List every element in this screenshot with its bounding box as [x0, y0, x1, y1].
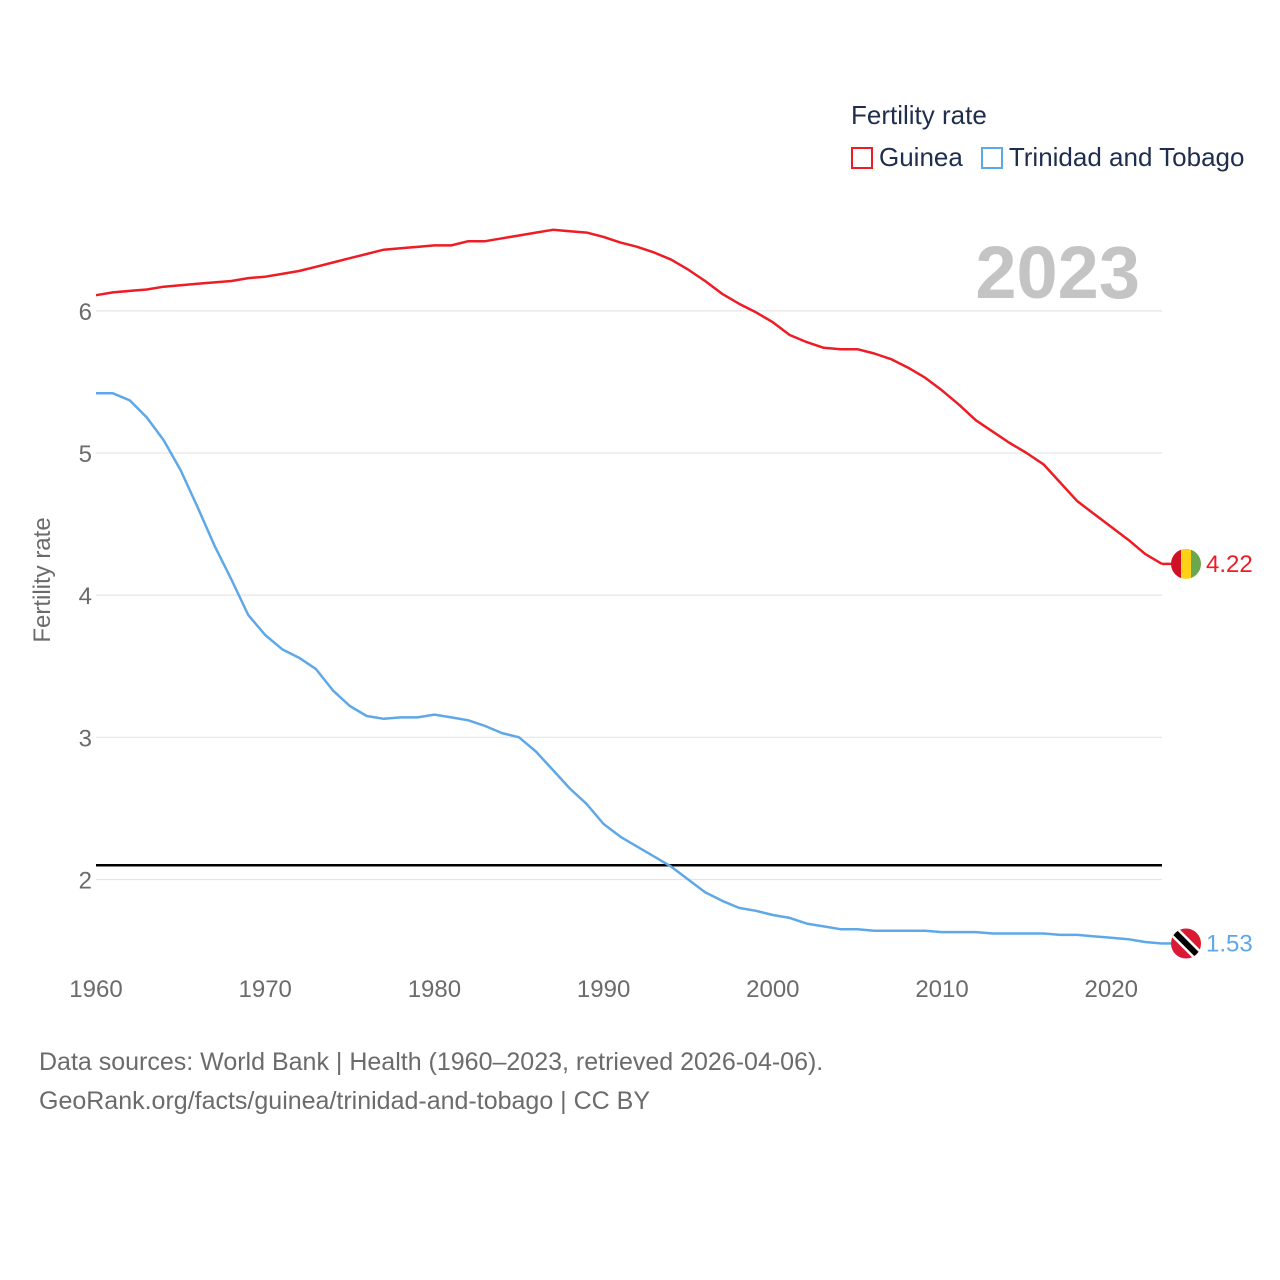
x-tick-label: 2000: [746, 976, 799, 1003]
y-tick-label: 2: [79, 867, 92, 894]
legend-label-trinidad: Trinidad and Tobago: [1008, 142, 1245, 172]
y-tick-label: 5: [79, 441, 92, 468]
end-markers: 4.22 1.53: [1162, 548, 1253, 959]
grid-lines: [96, 310, 1162, 881]
series-lines: [95, 228, 1163, 945]
y-tick-label: 6: [79, 299, 92, 326]
legend-title: Fertility rate: [851, 100, 987, 130]
year-label: 2023: [975, 231, 1140, 314]
source-link[interactable]: GeoRank.org/facts/guinea/trinidad-and-to…: [39, 1087, 651, 1115]
data-source: Data sources: World Bank | Health (1960–…: [39, 1043, 823, 1121]
legend: Guinea Trinidad and Tobago: [851, 142, 1262, 173]
y-tick-label: 4: [79, 583, 92, 610]
x-tick-label: 2010: [915, 976, 968, 1003]
series-line-trinidad[interactable]: [96, 392, 1163, 945]
x-tick-label: 1980: [408, 976, 461, 1003]
series-line-guinea[interactable]: [95, 228, 1163, 565]
x-tick-label: 1990: [577, 976, 630, 1003]
end-value-label-guinea: 4.22: [1206, 551, 1253, 578]
legend-label-guinea: Guinea: [879, 142, 963, 172]
legend-item-guinea[interactable]: Guinea: [851, 142, 963, 173]
y-axis-label: Fertility rate: [29, 517, 56, 643]
x-tick-label: 1960: [69, 976, 122, 1003]
legend-swatch-trinidad: [980, 146, 1003, 169]
end-value-label-trinidad: 1.53: [1206, 930, 1253, 957]
legend-item-trinidad[interactable]: Trinidad and Tobago: [980, 142, 1245, 173]
axis-labels: 2 3 4 5 6 1960 1970 1980 1990 2000 2010 2020: [69, 299, 1138, 1003]
legend-swatch-guinea: [851, 146, 873, 169]
trinidad-flag-icon: [1171, 928, 1201, 959]
source-line: Data sources: World Bank | Health (1960–…: [39, 1048, 824, 1076]
guinea-flag-icon: [1171, 548, 1201, 579]
y-tick-label: 3: [79, 725, 92, 752]
x-tick-label: 2020: [1085, 976, 1138, 1003]
x-tick-label: 1970: [239, 976, 292, 1003]
